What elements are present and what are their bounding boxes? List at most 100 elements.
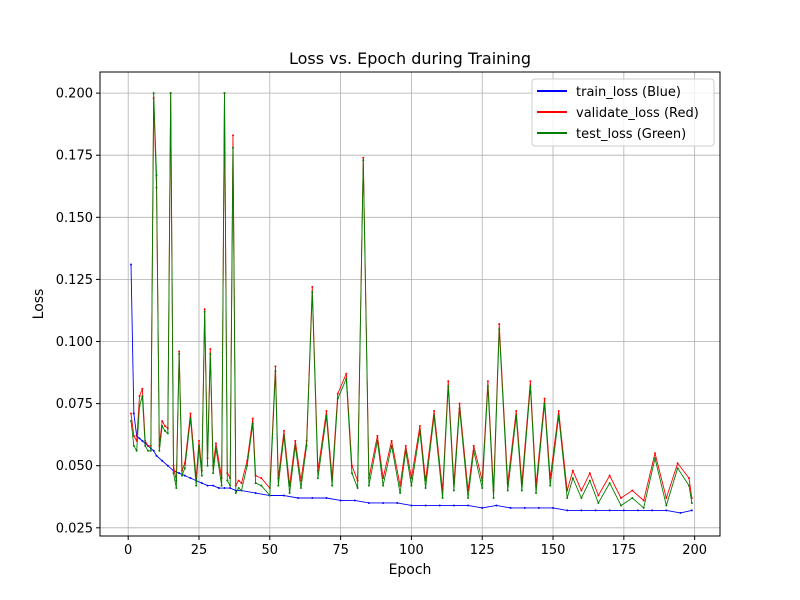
test-loss-point: [690, 501, 693, 504]
test-loss-point: [141, 395, 144, 398]
test-loss-point: [580, 497, 583, 499]
test-loss-point: [152, 92, 155, 95]
test-loss-point: [282, 434, 285, 437]
validate-loss-point: [231, 134, 234, 137]
x-tick-label: 75: [332, 543, 349, 558]
train-loss-point: [523, 506, 526, 509]
validate-loss-point: [138, 395, 141, 398]
test-loss-point: [226, 479, 229, 482]
test-loss-point: [200, 474, 203, 477]
test-loss-point: [549, 484, 552, 487]
test-loss-point: [181, 474, 183, 477]
test-loss-point: [183, 467, 186, 470]
test-loss-point: [195, 484, 198, 487]
train-loss-point: [452, 504, 455, 507]
test-loss-point: [520, 489, 523, 492]
validate-loss-point: [642, 499, 645, 502]
test-loss-point: [254, 482, 257, 485]
validate-loss-point: [472, 444, 475, 447]
test-loss-point: [597, 501, 600, 504]
test-loss-point: [149, 449, 152, 452]
y-tick-label: 0.200: [56, 87, 93, 102]
validate-loss-point: [251, 417, 254, 420]
test-loss-point: [535, 492, 538, 495]
train-loss-point: [424, 504, 427, 507]
test-loss-point: [331, 484, 334, 487]
test-loss-point: [132, 444, 135, 447]
test-loss-point: [452, 489, 455, 492]
train-loss-point: [481, 506, 484, 509]
test-loss-point: [345, 377, 348, 380]
train-loss-point: [166, 464, 169, 467]
test-loss-point: [206, 464, 209, 467]
train-loss-point: [183, 474, 186, 477]
test-loss-point: [441, 497, 444, 499]
test-loss-point: [486, 385, 489, 388]
train-loss-point: [637, 509, 639, 512]
validate-loss-point: [571, 469, 574, 472]
train-loss-point: [141, 439, 144, 442]
train-loss-point: [200, 482, 203, 485]
train-loss-point: [594, 509, 597, 512]
test-loss-point: [240, 489, 243, 492]
y-tick-label: 0.075: [56, 397, 93, 412]
test-loss-point: [274, 370, 277, 373]
test-loss-point: [481, 487, 484, 490]
train-loss-point: [132, 412, 135, 415]
validate-loss-point: [654, 452, 656, 455]
validate-loss-point: [665, 497, 668, 499]
test-loss-point: [424, 487, 427, 490]
test-loss-point: [316, 477, 319, 480]
legend-label-validate: validate_loss (Red): [576, 106, 699, 121]
x-tick-label: 0: [124, 543, 132, 558]
train-loss-point: [178, 472, 181, 475]
test-loss-point: [277, 484, 280, 487]
train-loss-point: [580, 509, 583, 512]
plot-frame: [99, 71, 721, 537]
validate-loss-point: [274, 365, 277, 368]
test-loss-point: [144, 444, 147, 447]
test-loss-point: [175, 487, 178, 490]
validate-loss-point: [515, 410, 518, 413]
train-loss-point: [679, 511, 682, 514]
test-loss-point: [203, 310, 206, 313]
test-loss-point: [172, 472, 175, 475]
test-loss-point: [543, 402, 546, 405]
test-loss-point: [251, 422, 254, 425]
test-loss-point: [260, 484, 263, 487]
validate-loss-point: [390, 439, 393, 442]
validate-loss-point: [458, 402, 461, 405]
train-loss-point: [396, 501, 399, 504]
validate-loss-point: [620, 497, 623, 499]
validate-loss-point: [260, 477, 263, 480]
test-loss-point: [130, 419, 133, 422]
validate-loss-point: [336, 392, 339, 395]
test-loss-point: [498, 328, 501, 331]
test-loss-point: [447, 385, 450, 388]
validate-loss-point: [376, 434, 379, 437]
x-tick-label: 50: [262, 543, 279, 558]
train-loss-point: [325, 497, 328, 499]
train-loss-point: [130, 263, 133, 266]
test-loss-point: [155, 174, 158, 177]
validate-loss-point: [410, 477, 413, 480]
test-loss-point: [209, 352, 212, 355]
axis-ticks: 0 25 50 75 100 125 150 175 200 0.025 0.050 0.075 0.1…: [56, 87, 707, 558]
test-loss-point: [231, 146, 234, 149]
validate-loss-point: [282, 429, 285, 432]
validate-loss-point: [237, 479, 240, 482]
validate-loss-point: [345, 372, 348, 375]
train-loss-point: [509, 506, 512, 509]
train-loss-point: [229, 487, 232, 490]
validate-loss-point: [687, 477, 690, 480]
test-loss-point: [515, 415, 518, 418]
validate-loss-point: [197, 439, 200, 442]
test-loss-series: [130, 92, 693, 509]
validate-loss-point: [486, 380, 489, 383]
train-loss-point: [254, 492, 257, 495]
train-loss-point: [410, 504, 413, 507]
legend: train_loss (Blue) validate_loss (Red) te…: [531, 78, 715, 147]
validate-loss-point: [580, 489, 583, 492]
test-loss-point: [676, 467, 679, 470]
x-axis-label: Epoch: [389, 562, 432, 578]
